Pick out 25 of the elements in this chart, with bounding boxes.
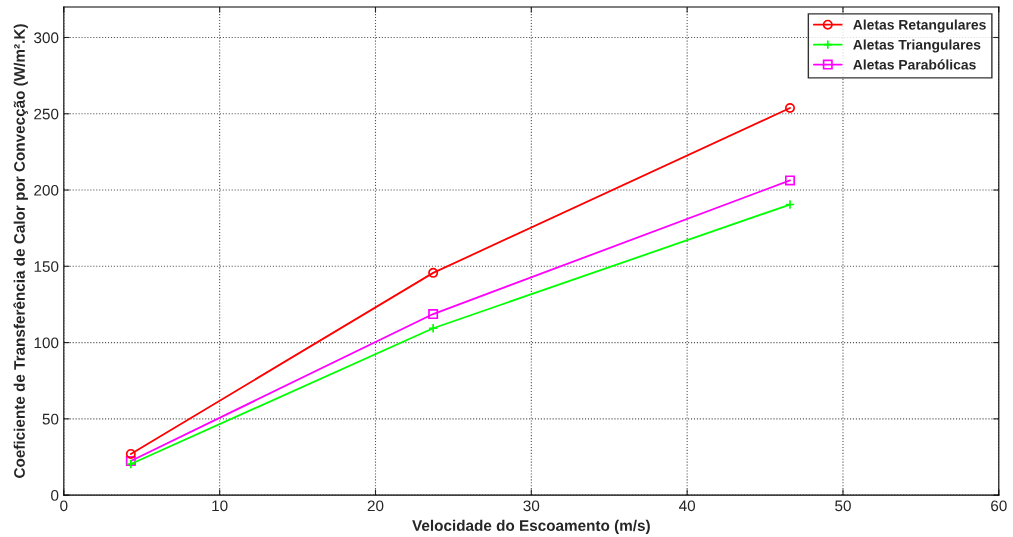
y-tick-label: 250 [34, 108, 59, 120]
x-tick-label: 20 [367, 500, 384, 512]
x-tick-label: 0 [60, 500, 68, 512]
x-axis-title: Velocidade do Escoamento (m/s) [412, 519, 650, 535]
y-axis-title: Coeficiente de Transferência de Calor por Convecção (W/m².K) [13, 24, 28, 478]
legend-label: Aletas Retangulares [853, 19, 986, 33]
point [784, 175, 796, 186]
x-tick-label: 40 [679, 500, 696, 512]
x-tick-label: 30 [523, 500, 540, 512]
point [428, 323, 439, 334]
x-tick-label: 60 [991, 500, 1007, 512]
point [125, 448, 136, 459]
x-tick-label: 50 [835, 500, 851, 512]
y-tick-label: 200 [34, 184, 59, 196]
point [784, 102, 796, 113]
y-tick-label: 300 [34, 32, 59, 44]
y-tick-label: 100 [34, 337, 59, 349]
legend-label: Aletas Parabólicas [853, 59, 976, 70]
x-tick-label: 10 [212, 500, 228, 512]
point [428, 309, 439, 320]
y-tick-label: 150 [34, 261, 59, 272]
point [428, 267, 439, 278]
legend-label: Aletas Triangulares [853, 39, 981, 53]
y-tick-label: 50 [42, 413, 59, 425]
y-tick-label: 0 [51, 489, 59, 501]
